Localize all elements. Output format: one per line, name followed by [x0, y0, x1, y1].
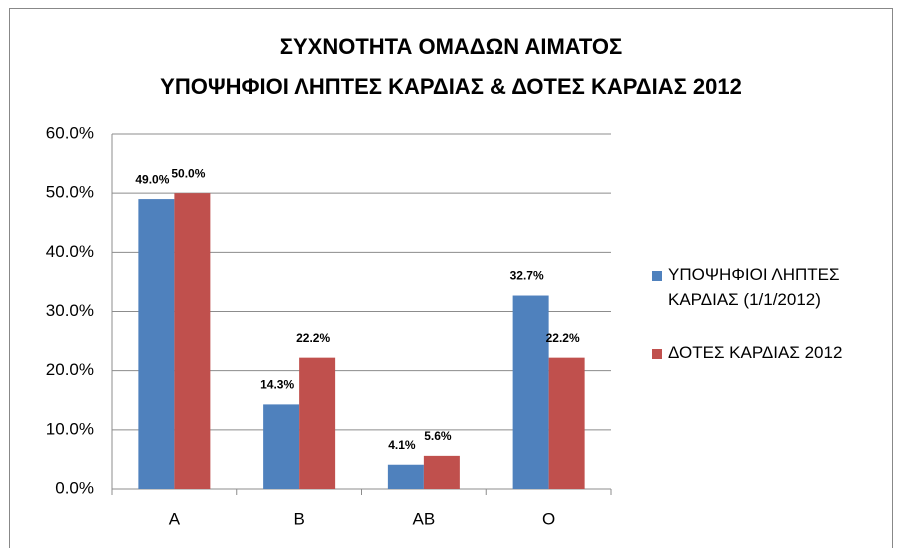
value-label: 14.3%	[260, 378, 294, 392]
bar	[548, 357, 585, 489]
bar	[512, 295, 549, 489]
bar	[263, 404, 300, 489]
y-tick-label: 0.0%	[55, 478, 94, 497]
chart-title: ΥΠΟΨΗΦΙΟΙ ΛΗΠΤΕΣ ΚΑΡΔΙΑΣ & ΔΟΤΕΣ ΚΑΡΔΙΑΣ…	[160, 74, 742, 99]
value-label: 32.7%	[510, 269, 544, 283]
value-label: 50.0%	[171, 166, 205, 180]
value-label: 22.2%	[296, 331, 330, 345]
x-tick-label: A	[169, 509, 181, 528]
x-tick-label: B	[293, 509, 304, 528]
y-tick-label: 20.0%	[46, 360, 94, 379]
legend-label: ΔΟΤΕΣ ΚΑΡΔΙΑΣ 2012	[668, 343, 843, 362]
y-tick-label: 30.0%	[46, 301, 94, 320]
y-tick-label: 60.0%	[46, 123, 94, 142]
bar	[387, 464, 424, 489]
y-tick-label: 40.0%	[46, 242, 94, 261]
bar	[299, 357, 336, 489]
value-label: 22.2%	[546, 331, 580, 345]
value-label: 5.6%	[424, 429, 452, 443]
legend-label: ΥΠΟΨΗΦΙΟΙ ΛΗΠΤΕΣ ΚΑΡΔΙΑΣ (1/1/2012)	[668, 265, 840, 309]
y-tick-label: 10.0%	[46, 419, 94, 438]
chart-title: ΣΥΧΝΟΤΗΤΑ ΟΜΑΔΩΝ ΑΙΜΑΤΟΣ	[280, 34, 622, 59]
value-label: 4.1%	[388, 438, 416, 452]
x-tick-label: O	[542, 509, 555, 528]
legend-swatch	[652, 271, 662, 281]
bar	[138, 199, 175, 490]
bar	[423, 455, 460, 489]
legend-swatch	[652, 349, 662, 359]
value-label: 49.0%	[135, 172, 169, 186]
y-tick-label: 50.0%	[46, 183, 94, 202]
x-tick-label: AB	[413, 509, 436, 528]
bar	[174, 193, 211, 489]
